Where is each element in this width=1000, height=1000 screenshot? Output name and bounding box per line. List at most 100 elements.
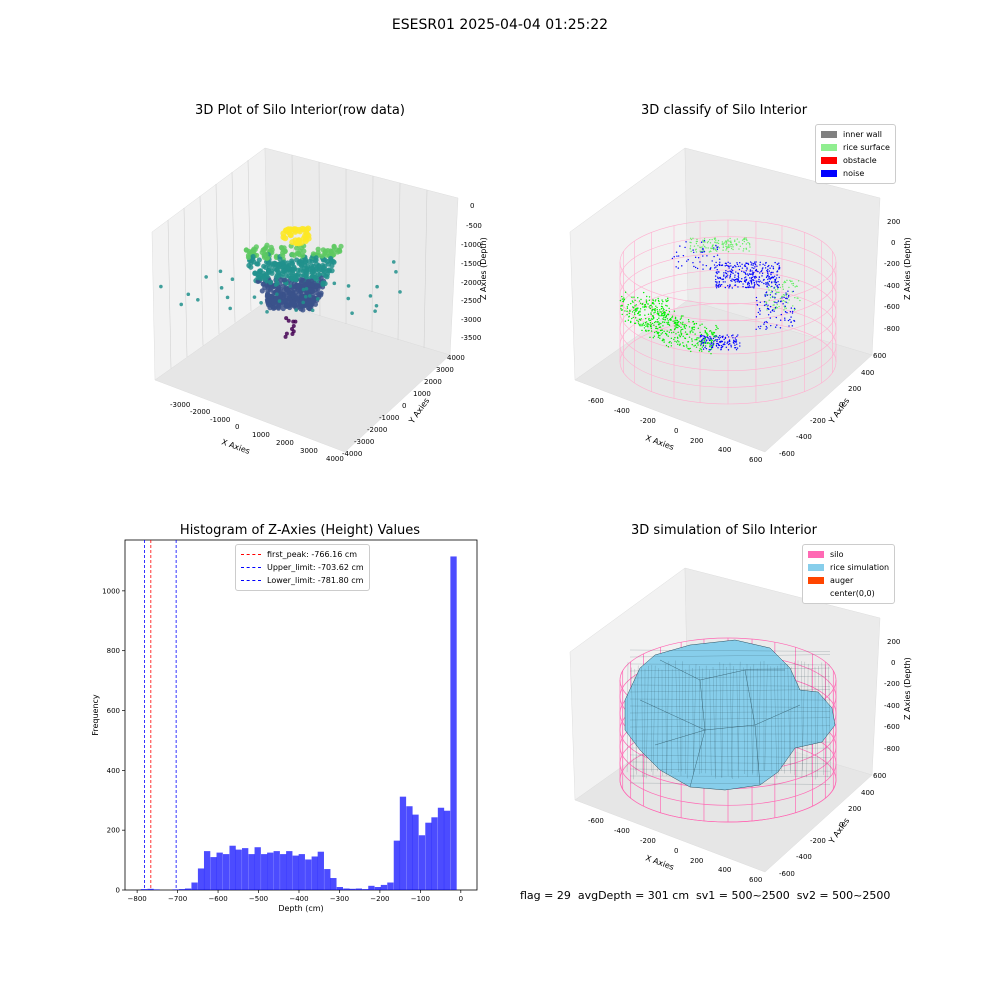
- classified-point: [715, 284, 717, 286]
- classified-point: [726, 276, 728, 278]
- classified-point: [702, 337, 704, 340]
- classified-point: [716, 271, 718, 273]
- scatter-point: [276, 270, 282, 276]
- classified-point: [796, 297, 798, 299]
- scatter-point: [301, 284, 307, 290]
- classified-point: [764, 295, 767, 297]
- classified-point: [759, 272, 761, 274]
- classified-point: [667, 299, 669, 302]
- classified-point: [662, 325, 664, 327]
- classified-point: [757, 280, 759, 283]
- scatter-point: [278, 274, 285, 280]
- surface-mesh-line: [629, 649, 831, 652]
- p4-ytick: -400: [796, 853, 812, 861]
- classified-point: [659, 326, 662, 328]
- classified-point: [770, 324, 772, 327]
- classified-point: [721, 243, 723, 245]
- classified-point: [636, 307, 638, 309]
- scatter-point: [219, 286, 224, 290]
- classified-point: [780, 300, 782, 302]
- classified-point: [664, 312, 667, 314]
- legend-item: first_peak: -766.16 cm: [241, 548, 364, 561]
- classified-point: [774, 308, 776, 310]
- classified-point: [721, 336, 724, 339]
- scatter-point: [346, 284, 351, 288]
- classified-point: [732, 248, 734, 251]
- classified-point: [723, 272, 725, 274]
- classified-point: [782, 286, 784, 288]
- classified-point: [748, 283, 751, 285]
- classified-point: [667, 320, 670, 322]
- classified-point: [707, 240, 709, 243]
- surface-mesh-line: [646, 665, 649, 779]
- classified-point: [738, 241, 740, 243]
- scatter-point: [304, 267, 310, 273]
- scatter-point: [310, 288, 316, 294]
- legend-label: silo: [830, 550, 844, 559]
- scatter-point: [274, 280, 280, 287]
- classified-point: [687, 341, 690, 343]
- classified-point: [689, 332, 691, 334]
- classified-point: [663, 311, 666, 313]
- classified-point: [763, 282, 765, 285]
- scatter-point: [275, 292, 282, 299]
- p4-xlabel: X Axies: [644, 853, 675, 872]
- scatter-point: [331, 243, 337, 249]
- scatter-point: [278, 244, 285, 251]
- classified-point: [699, 261, 701, 263]
- classified-point: [758, 281, 760, 283]
- classified-point: [759, 327, 761, 330]
- scatter-point: [271, 283, 278, 289]
- classified-point: [627, 319, 630, 321]
- scatter-point: [282, 297, 289, 303]
- classified-point: [763, 323, 765, 325]
- classified-point: [790, 321, 792, 324]
- classified-point: [704, 338, 706, 340]
- surface-mesh-line: [631, 667, 634, 780]
- classified-point: [722, 343, 724, 346]
- classified-point: [673, 338, 675, 341]
- scatter-point: [292, 275, 298, 281]
- classified-point: [763, 321, 766, 324]
- scatter-point: [268, 282, 274, 288]
- classified-point: [775, 281, 778, 284]
- scatter-point: [281, 291, 287, 297]
- classified-point: [738, 281, 740, 283]
- classified-point: [730, 346, 732, 348]
- classified-point: [718, 263, 720, 266]
- classified-point: [746, 268, 748, 270]
- p2-xtick: -400: [614, 407, 630, 415]
- classified-point: [744, 265, 747, 268]
- legend-line-upper-limit: [241, 567, 261, 568]
- classified-point: [789, 279, 791, 282]
- scatter-point: [290, 275, 296, 281]
- classified-point: [654, 309, 656, 312]
- classified-point: [733, 342, 735, 344]
- scatter-point: [295, 271, 301, 277]
- classified-point: [716, 268, 718, 271]
- classified-point: [661, 339, 664, 342]
- scatter-point: [273, 253, 280, 259]
- classified-point: [770, 273, 772, 276]
- surface-mesh-line: [750, 666, 753, 775]
- classified-point: [692, 237, 694, 239]
- scatter-point: [292, 300, 298, 306]
- scatter-point: [271, 298, 277, 304]
- scatter-point: [307, 306, 313, 312]
- classified-point: [706, 241, 709, 244]
- histogram-xtick-label: −700: [168, 895, 187, 903]
- scatter-point: [312, 257, 318, 263]
- scatter-point: [289, 284, 295, 290]
- classified-point: [704, 330, 707, 333]
- scatter-point: [266, 253, 272, 259]
- classified-point: [784, 305, 786, 308]
- classified-point: [705, 340, 707, 342]
- classified-point: [728, 265, 730, 268]
- classified-point: [722, 246, 725, 248]
- classified-point: [667, 346, 670, 348]
- scatter-point: [255, 278, 261, 284]
- classified-point: [767, 268, 769, 271]
- surface-mesh-line: [752, 664, 754, 773]
- classified-point: [677, 321, 679, 324]
- classified-point: [702, 247, 704, 250]
